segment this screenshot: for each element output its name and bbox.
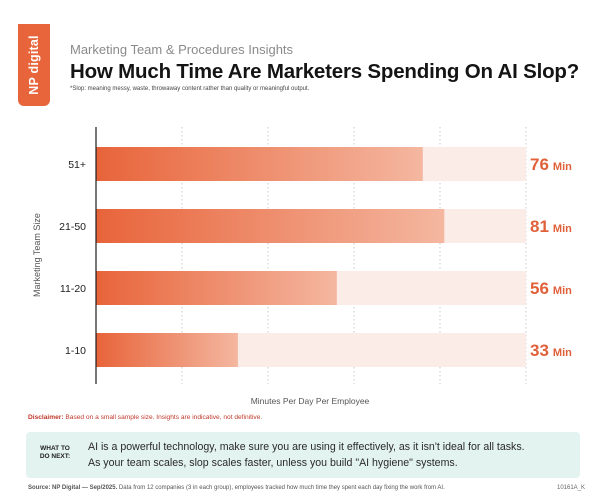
source-label: Source: NP Digital — Sep/2025. [28, 485, 118, 491]
value-label: 56 Min [530, 279, 572, 298]
value-label: 81 Min [530, 217, 572, 236]
value-label: 33 Min [530, 341, 572, 360]
page-title: How Much Time Are Marketers Spending On … [70, 60, 580, 83]
source-note: Source: NP Digital — Sep/2025. Data from… [28, 485, 445, 491]
document-code: 10161A_K [557, 485, 586, 491]
disclaimer: Disclaimer: Based on a small sample size… [28, 414, 262, 421]
disclaimer-label: Disclaimer: [28, 414, 64, 421]
bar-21-50 [96, 209, 445, 243]
source-text: Data from 12 companies (3 in each group)… [117, 485, 445, 491]
bar-11-20 [96, 271, 337, 305]
disclaimer-text: Based on a small sample size. Insights a… [63, 414, 263, 421]
bar-51+ [96, 147, 423, 181]
grid-lines [181, 127, 527, 384]
page-subtitle: Marketing Team & Procedures Insights [70, 42, 294, 57]
brand-logo: NP digital [18, 24, 50, 106]
category-label: 51+ [68, 159, 86, 171]
bars: 51+ 76 Min 21-50 81 Min 11-20 56 Min 1-10 33 Min [59, 147, 572, 367]
category-label: 11-20 [60, 283, 86, 295]
bar-1-10 [96, 333, 238, 367]
what-to-do-callout: WHAT TO DO NEXT: AI is a powerful techno… [26, 432, 580, 478]
callout-label-line2: DO NEXT: [39, 453, 71, 461]
callout-line-1: AI is a powerful technology, make sure y… [88, 441, 525, 453]
title-footnote: *Slop: meaning messy, waste, throwaway c… [70, 86, 310, 92]
y-axis-title: Marketing Team Size [32, 213, 42, 297]
category-label: 1-10 [65, 345, 86, 357]
value-label: 76 Min [530, 155, 572, 174]
callout-label-line1: WHAT TO [40, 445, 70, 452]
callout-line-2: As your team scales, slop scales faster,… [88, 457, 458, 469]
x-axis-title: Minutes Per Day Per Employee [251, 396, 370, 406]
bar-chart: 51+ 76 Min 21-50 81 Min 11-20 56 Min 1-10 33 Min Ma… [32, 127, 572, 406]
category-label: 21-50 [59, 221, 86, 233]
callout-label: WHAT TO DO NEXT: [36, 445, 74, 461]
